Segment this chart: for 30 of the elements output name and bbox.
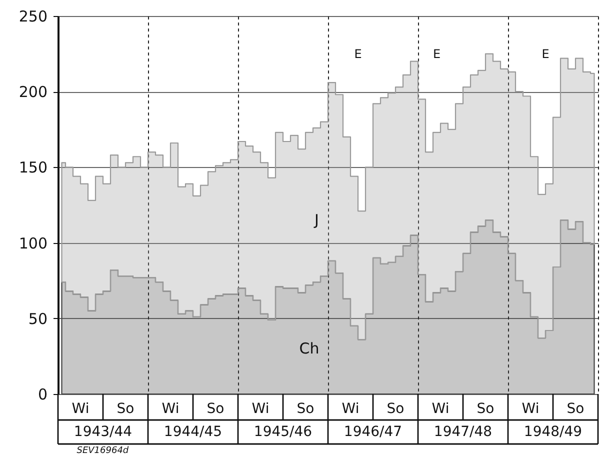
text: So [206,401,224,417]
text: 1947/48 [434,424,492,440]
y-tick-label: 250 [18,8,48,26]
text: 1946/47 [344,424,402,440]
text: Wi [162,401,180,417]
text: SEV16964d [76,446,129,456]
y-tick-label: 100 [18,234,48,252]
text: Wi [72,401,90,417]
annotation: E [542,46,550,61]
text: 1945/46 [254,424,312,440]
y-tick-label: 150 [18,158,48,177]
text: So [476,401,494,417]
series-label: Ch [299,340,320,358]
series-label: J [314,211,319,230]
text: So [386,401,404,417]
text: 1948/49 [524,424,582,440]
y-tick-label: 200 [18,83,48,102]
y-tick-label: 50 [28,310,48,328]
y-tick-label: 0 [38,386,48,404]
annotation: E [354,46,362,61]
text: So [116,401,134,417]
text: Wi [342,401,360,417]
text: So [296,401,314,417]
text: Wi [522,401,540,417]
text: 1943/44 [74,424,132,440]
annotation: E [432,46,441,61]
text: 1944/45 [164,424,222,440]
text: So [566,401,584,417]
text: Wi [252,401,270,417]
text: Wi [432,401,450,417]
